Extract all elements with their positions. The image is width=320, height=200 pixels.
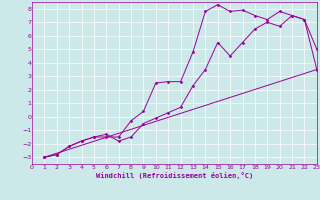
X-axis label: Windchill (Refroidissement éolien,°C): Windchill (Refroidissement éolien,°C) (96, 172, 253, 179)
